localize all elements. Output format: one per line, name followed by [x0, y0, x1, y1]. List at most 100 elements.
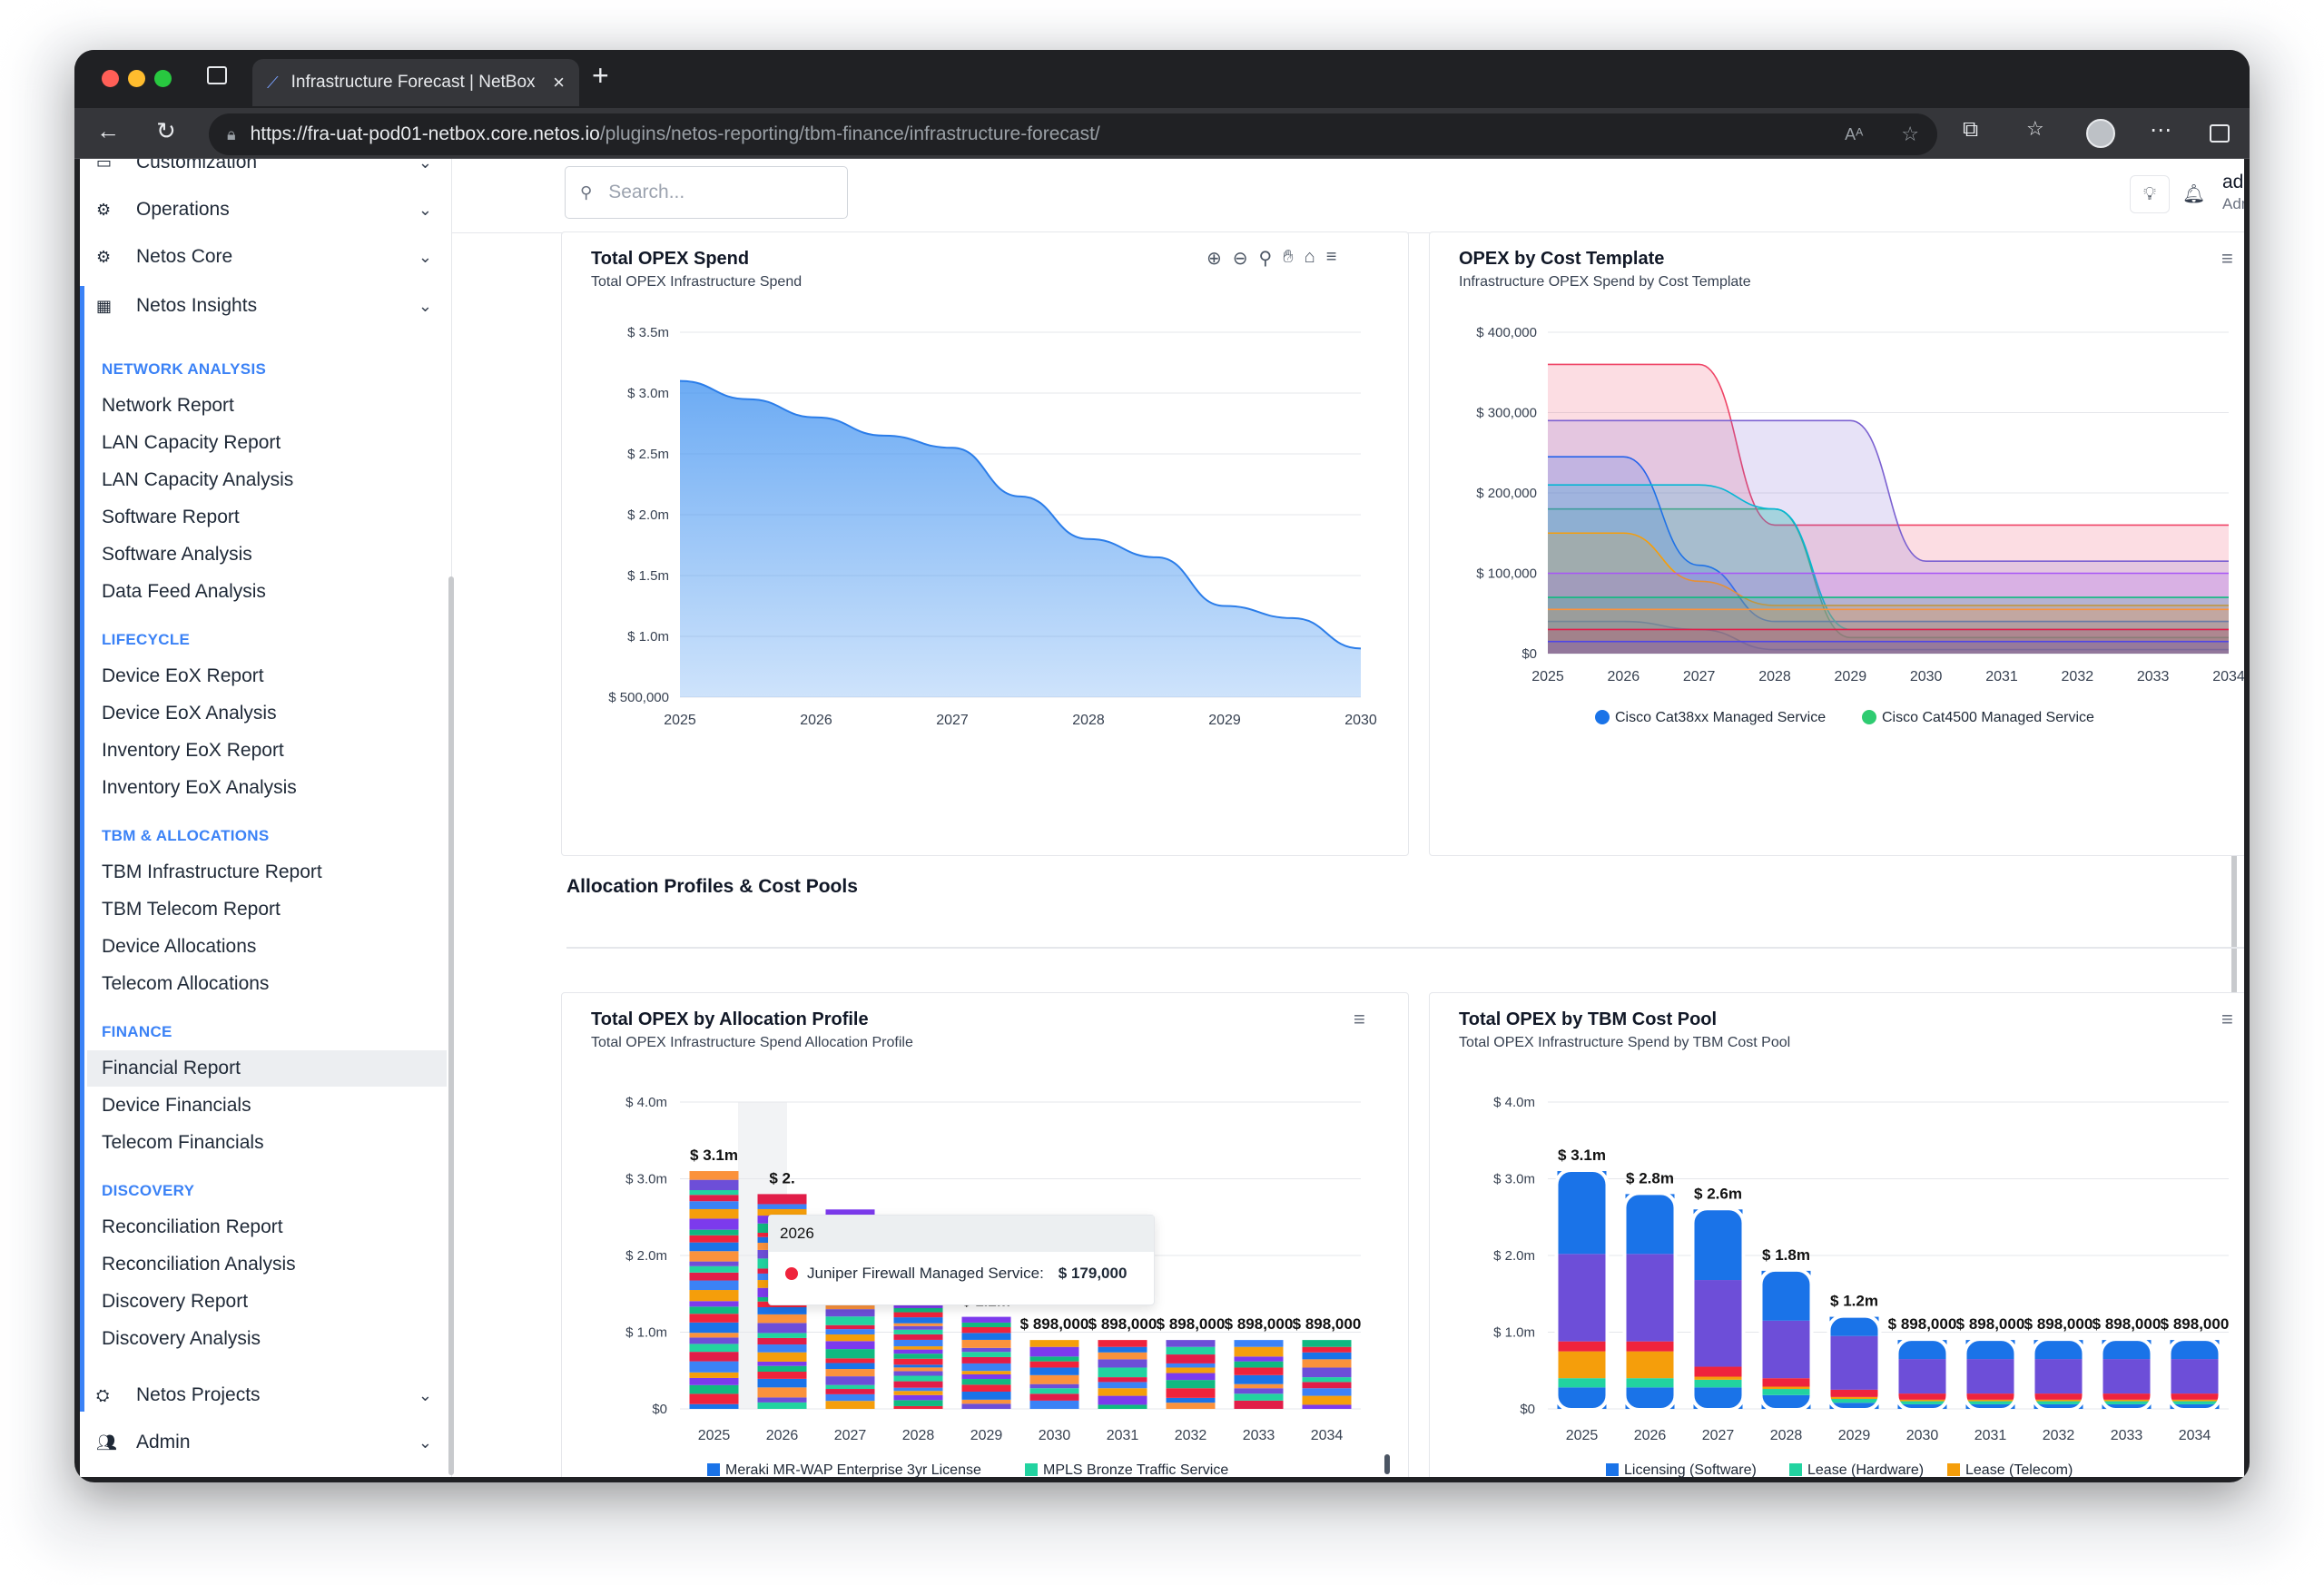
sidebar-item-lan-capacity-report[interactable]: LAN Capacity Report [102, 432, 281, 453]
sidebar-item-inventory-eox-report[interactable]: Inventory EoX Report [102, 740, 284, 761]
sidebar-item-reconciliation-analysis[interactable]: Reconciliation Analysis [102, 1254, 296, 1275]
sidebar-toggle-icon[interactable] [2210, 124, 2230, 143]
sidebar-item-financial-report[interactable]: Financial Report [87, 1050, 447, 1087]
bar-segment [1029, 1388, 1079, 1394]
search-input[interactable]: ⚲ Search... [565, 166, 848, 219]
y-tick-label: $0 [1521, 646, 1537, 662]
sidebar-item-software-analysis[interactable]: Software Analysis [102, 544, 252, 565]
bar-segment [825, 1358, 875, 1363]
close-tab-icon[interactable]: × [553, 71, 565, 94]
bar-segment [1302, 1388, 1352, 1396]
bar-total-label: $ 898,000 [1888, 1315, 1957, 1333]
sidebar-item-device-allocations[interactable]: Device Allocations [102, 936, 257, 957]
favorite-star-icon[interactable]: ☆ [1901, 123, 1919, 145]
legend-scroll-handle[interactable] [1384, 1454, 1390, 1474]
x-tick-label: 2028 [902, 1428, 935, 1443]
chart-menu-icon[interactable]: ≡ [2221, 247, 2233, 270]
chart-menu-icon[interactable]: ≡ [1354, 1008, 1365, 1030]
url-field[interactable]: 🔒︎ https://fra-uat-pod01-netbox.core.net… [209, 113, 1937, 155]
sidebar-group-customization[interactable]: ▭ Customization ⌄ [96, 159, 432, 173]
bar-segment [1557, 1351, 1607, 1379]
bar-segment [2034, 1403, 2083, 1409]
sidebar-item-discovery-analysis[interactable]: Discovery Analysis [102, 1328, 261, 1349]
bar-rounded-mask [1963, 1337, 2018, 1412]
theme-toggle-button[interactable]: 💡︎ [2130, 175, 2170, 213]
chevron-down-icon: ⌄ [418, 247, 432, 266]
series-line [1547, 532, 2229, 606]
sidebar-item-device-financials[interactable]: Device Financials [102, 1095, 251, 1116]
sidebar-group-netos-projects[interactable]: ⛭ Netos Projects ⌄ [96, 1384, 432, 1406]
netbox-favicon-icon: ⟋ [267, 73, 279, 92]
sidebar-group-operations[interactable]: ⚙ Operations ⌄ [96, 199, 432, 221]
close-window-button[interactable] [102, 70, 119, 87]
sidebar-item-network-report[interactable]: Network Report [102, 395, 234, 416]
notifications-bell-icon[interactable]: 🔔︎ [2182, 184, 2206, 204]
bar-segment [1302, 1404, 1352, 1409]
bar-segment [1098, 1404, 1147, 1409]
bar-segment [825, 1369, 875, 1377]
bar-segment [1557, 1341, 1607, 1352]
sidebar-item-reconciliation-report[interactable]: Reconciliation Report [102, 1216, 283, 1237]
more-options-icon[interactable]: ⋯ [2150, 118, 2171, 143]
sidebar-item-device-eox-report[interactable]: Device EoX Report [102, 665, 264, 686]
bar-segment [1693, 1376, 1743, 1380]
bar-segment [2034, 1401, 2083, 1404]
sidebar-item-software-report[interactable]: Software Report [102, 507, 240, 527]
x-tick-label: 2028 [1758, 669, 1791, 684]
bar-segment [689, 1403, 739, 1409]
bar-segment [1965, 1393, 2015, 1400]
back-arrow-icon[interactable]: ← [96, 117, 120, 144]
sidebar: ▭ Customization ⌄ ⚙ Operations ⌄ ⚙ Netos Core ⌄ ▦… [80, 159, 454, 1477]
bar-segment [1829, 1335, 1879, 1390]
y-tick-label: $ 3.5m [627, 325, 669, 340]
zoom-in-icon[interactable]: ⊕ [1206, 249, 1222, 269]
zoom-out-icon[interactable]: ⊖ [1232, 249, 1248, 269]
sidebar-item-tbm-infrastructure-report[interactable]: TBM Infrastructure Report [102, 861, 322, 882]
tab-actions-icon[interactable] [207, 66, 227, 84]
menu-icon[interactable]: ≡ [1325, 247, 1337, 267]
sidebar-item-device-eox-analysis[interactable]: Device EoX Analysis [102, 703, 277, 724]
x-tick-label: 2025 [698, 1428, 731, 1443]
sidebar-item-data-feed-analysis[interactable]: Data Feed Analysis [102, 581, 266, 602]
bar-segment [1625, 1341, 1675, 1352]
sidebar-scrollbar[interactable] [448, 576, 454, 1475]
bar-segment [689, 1272, 739, 1281]
chart-menu-icon[interactable]: ≡ [2221, 1008, 2233, 1030]
zoom-select-icon[interactable]: ⚲ [1258, 249, 1273, 269]
y-tick-label: $ 3.0m [1493, 1172, 1535, 1187]
sidebar-group-netos-insights[interactable]: ▦ Netos Insights ⌄ [96, 295, 432, 317]
read-aloud-icon[interactable]: A͏ᴬ [1845, 124, 1864, 143]
reload-icon[interactable]: ↻ [156, 117, 176, 144]
bar-segment [2102, 1393, 2152, 1400]
home-icon[interactable]: ⌂ [1304, 247, 1315, 267]
bar-segment [757, 1208, 807, 1216]
sidebar-item-telecom-financials[interactable]: Telecom Financials [102, 1132, 264, 1153]
bar-segment [1234, 1383, 1284, 1389]
bar-segment [1098, 1346, 1147, 1353]
bar-total-label: $ 898,000 [1956, 1315, 2025, 1333]
profile-avatar[interactable] [2086, 119, 2115, 148]
pan-icon[interactable]: ✋︎ [1283, 247, 1294, 267]
x-tick-label: 2034 [2179, 1428, 2211, 1443]
bar-segment [961, 1403, 1011, 1409]
sidebar-group-netos-core[interactable]: ⚙ Netos Core ⌄ [96, 246, 432, 268]
bar-segment [1098, 1382, 1147, 1389]
user-name[interactable]: admin [2222, 172, 2244, 192]
sidebar-item-lan-capacity-analysis[interactable]: LAN Capacity Analysis [102, 469, 294, 490]
minimize-window-button[interactable] [128, 70, 145, 87]
browser-tab[interactable]: ⟋ Infrastructure Forecast | NetBox × [252, 59, 579, 106]
sidebar-accent [80, 286, 84, 1412]
sidebar-item-inventory-eox-analysis[interactable]: Inventory EoX Analysis [102, 777, 297, 798]
bar-rounded-mask [2167, 1337, 2222, 1412]
series-line [1548, 363, 2229, 527]
maximize-window-button[interactable] [154, 70, 172, 87]
tbm-cost-pool-bar-chart: $ 4.0m $ 3.0m $ 2.0m $ 1.0m $0 2025 2026 2027 20… [1493, 1095, 2229, 1477]
new-tab-icon[interactable]: + [592, 59, 609, 92]
sidebar-item-tbm-telecom-report[interactable]: TBM Telecom Report [102, 899, 281, 920]
sidebar-item-discovery-report[interactable]: Discovery Report [102, 1291, 249, 1312]
bar-segment [961, 1391, 1011, 1400]
sidebar-group-admin[interactable]: 👥︎ Admin ⌄ [96, 1432, 432, 1453]
sidebar-item-telecom-allocations[interactable]: Telecom Allocations [102, 973, 270, 994]
extensions-icon[interactable]: ⧉ [1963, 117, 1979, 142]
favorites-icon[interactable]: ☆ [2026, 117, 2044, 140]
